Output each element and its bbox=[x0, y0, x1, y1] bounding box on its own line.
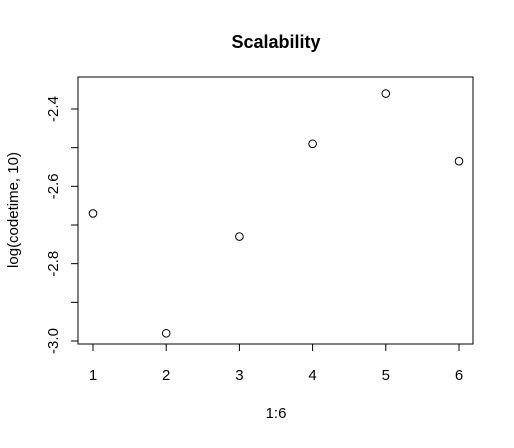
data-point bbox=[454, 156, 464, 166]
y-tick-label: -2.6 bbox=[45, 173, 62, 199]
chart-title: Scalability bbox=[231, 32, 320, 52]
data-point bbox=[235, 232, 244, 241]
x-tick-label: 4 bbox=[308, 367, 316, 384]
x-tick-label: 1 bbox=[89, 367, 97, 384]
plot-frame bbox=[77, 76, 474, 345]
x-tick-label: 2 bbox=[162, 367, 170, 384]
x-tick-label: 3 bbox=[235, 367, 243, 384]
data-point bbox=[161, 328, 171, 338]
y-axis: -3.0 -2.8 -2.6 -2.4 bbox=[45, 96, 79, 354]
y-tick-label: -2.4 bbox=[45, 96, 62, 122]
x-tick-label: 6 bbox=[455, 367, 463, 384]
y-tick-label: -3.0 bbox=[45, 328, 62, 354]
data-point bbox=[88, 209, 98, 218]
x-tick-label: 5 bbox=[382, 367, 390, 384]
data-point bbox=[308, 139, 317, 149]
x-axis: 1 2 3 4 5 6 bbox=[89, 343, 463, 384]
data-points bbox=[88, 89, 464, 338]
y-tick-label: -2.8 bbox=[45, 251, 62, 277]
data-point bbox=[381, 89, 391, 98]
y-axis-label: log(codetime, 10) bbox=[5, 152, 22, 268]
x-axis-label: 1:6 bbox=[266, 405, 287, 422]
